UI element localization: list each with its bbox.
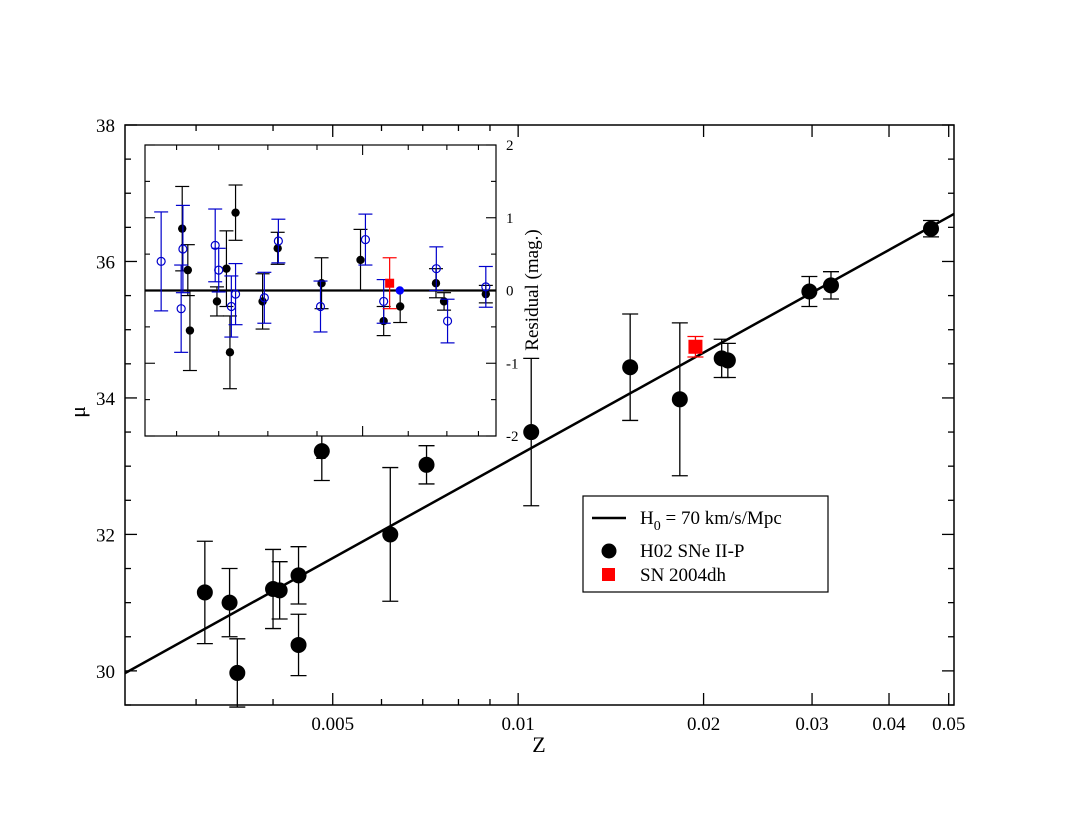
inset-y-tick-label: -1 <box>506 356 519 372</box>
sne-point <box>523 424 540 441</box>
inset-y-tick-label: 1 <box>506 211 514 227</box>
sne-point <box>313 443 330 460</box>
sne-point <box>221 594 238 611</box>
legend-square-swatch <box>602 568 615 581</box>
sne-point <box>196 584 213 601</box>
sne-point <box>923 220 940 237</box>
sne-point <box>271 582 288 599</box>
inset-open-point <box>431 264 441 274</box>
main-x-tick-label: 0.01 <box>502 714 535 735</box>
sne-point <box>801 283 818 300</box>
inset-open-point <box>273 236 283 246</box>
inset-filled-point <box>225 348 235 357</box>
inset-filled-point <box>212 297 222 306</box>
residual-inset: -2 -1 0 1 2 Z Residual (mag.) <box>144 138 543 464</box>
inset-y-tick-label: -2 <box>506 429 519 445</box>
inset-open-point <box>379 296 389 307</box>
sne-point <box>622 359 639 376</box>
sne-point <box>229 664 246 681</box>
inset-open-point <box>259 293 269 303</box>
main-x-tick-label: 0.005 <box>311 714 354 735</box>
inset-sn2004dh-point <box>385 278 395 288</box>
inset-filled-point <box>231 208 240 217</box>
inset-open-point <box>210 240 220 250</box>
main-y-tick-label: 36 <box>96 252 115 273</box>
inset-filled-point <box>178 224 187 233</box>
sne-point <box>290 636 307 653</box>
inset-open-point <box>176 304 186 314</box>
main-y-axis-title: μ <box>65 406 90 418</box>
main-y-tick-label: 30 <box>96 662 115 683</box>
legend-circle-label: H02 SNe II-P <box>640 541 745 562</box>
main-y-tick-label: 32 <box>96 525 115 546</box>
inset-filled-point <box>183 265 193 275</box>
inset-y-tick-label: 0 <box>506 284 514 300</box>
inset-open-point <box>442 316 453 326</box>
main-y-tick-label: 38 <box>96 116 115 137</box>
inset-filled-point <box>222 264 231 273</box>
inset-y-tick-label: 2 <box>506 138 514 154</box>
inset-open-point <box>481 282 491 292</box>
sne-point <box>290 567 307 584</box>
inset-open-point <box>230 289 241 299</box>
legend-line-label-main: H <box>640 508 654 529</box>
inset-filled-point <box>356 255 365 265</box>
legend-box <box>582 495 829 593</box>
sne-point <box>382 526 399 543</box>
inset-open-point <box>156 256 166 266</box>
main-x-axis-title: Z <box>532 732 545 757</box>
sne-point <box>719 352 736 369</box>
legend-line-label-rest: = 70 km/s/Mpc <box>661 508 782 529</box>
sn2004dh-point <box>688 339 703 354</box>
sne-point <box>822 277 839 294</box>
main-x-tick-label: 0.05 <box>932 714 965 735</box>
inset-x-axis-title: Z <box>315 443 327 464</box>
legend-square-label: SN 2004dh <box>640 565 727 586</box>
inset-y-axis-title: Residual (mag.) <box>522 229 543 350</box>
legend-line-label-sub: 0 <box>654 519 661 534</box>
inset-frame <box>144 144 497 437</box>
inset-filled-point <box>185 326 195 335</box>
main-plot-frame <box>124 124 955 706</box>
inset-filled-point <box>395 302 405 311</box>
inset-open-point <box>315 301 326 312</box>
sne-point <box>418 456 435 473</box>
inset-open-point <box>214 265 224 275</box>
main-x-tick-label: 0.04 <box>872 714 906 735</box>
inset-open-point <box>178 244 188 254</box>
legend: H0 = 70 km/s/Mpc H02 SNe II-P SN 2004dh <box>582 495 829 593</box>
main-x-tick-label: 0.02 <box>687 714 720 735</box>
inset-open-point <box>360 234 371 245</box>
inset-filled-point <box>395 286 405 295</box>
legend-line-label: H0 = 70 km/s/Mpc <box>640 508 782 534</box>
legend-circle-swatch <box>601 543 617 559</box>
main-y-tick-label: 34 <box>96 389 116 410</box>
main-x-tick-label: 0.03 <box>795 714 828 735</box>
sne-point <box>671 391 688 408</box>
inset-filled-point <box>273 244 282 253</box>
inset-filled-point <box>317 279 326 288</box>
